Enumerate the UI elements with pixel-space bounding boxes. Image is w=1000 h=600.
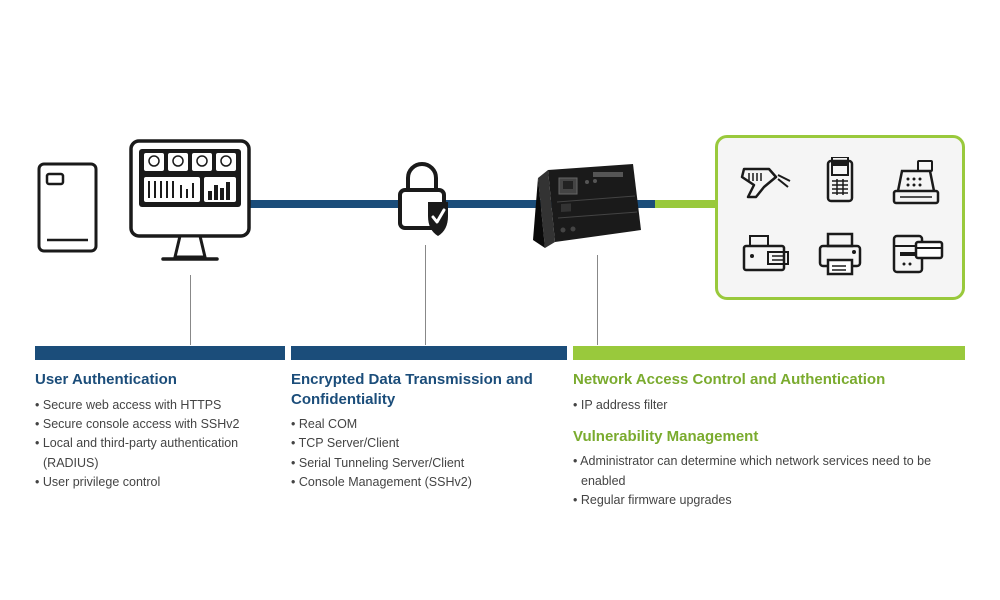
bullet: Secure web access with HTTPS [35,396,281,415]
barcode-scanner-icon [730,150,798,214]
network-device-icon [533,160,643,250]
sections-bar [35,346,965,360]
bullet: Administrator can determine which networ… [573,452,965,491]
heading-encryption: Encrypted Data Transmission and Confiden… [291,370,563,409]
bullets-encryption: Real COM TCP Server/Client Serial Tunnel… [291,415,563,493]
heading-user-auth: User Authentication [35,370,281,390]
label-printer-icon [730,222,798,286]
text-columns: User Authentication Secure web access wi… [35,370,965,511]
bullet: User privilege control [35,473,281,492]
card-reader-icon [882,222,950,286]
cash-register-icon [882,150,950,214]
server-icon [35,160,100,255]
column-user-auth: User Authentication Secure web access wi… [35,370,291,511]
bullets-network-access: IP address filter [573,396,965,415]
diagram-area [35,135,965,315]
bullet: Local and third-party authentication (RA… [35,434,281,473]
bullet: Real COM [291,415,563,434]
lock-shield-icon [390,160,460,240]
pointer-line-1 [190,275,191,345]
column-network: Network Access Control and Authenticatio… [573,370,965,511]
bullet: TCP Server/Client [291,434,563,453]
pos-terminal-icon [806,150,874,214]
heading-network-access: Network Access Control and Authenticatio… [573,370,965,390]
pointer-line-2 [425,245,426,345]
pointer-line-3 [597,255,598,345]
peripherals-group [715,135,965,300]
column-encryption: Encrypted Data Transmission and Confiden… [291,370,573,511]
bullets-vulnerability: Administrator can determine which networ… [573,452,965,510]
bullet: Serial Tunneling Server/Client [291,454,563,473]
printer-icon [806,222,874,286]
bar-segment-3 [573,346,965,360]
heading-vulnerability: Vulnerability Management [573,427,965,447]
bar-segment-1 [35,346,285,360]
bullet: Secure console access with SSHv2 [35,415,281,434]
bullets-user-auth: Secure web access with HTTPS Secure cons… [35,396,281,493]
bullet: IP address filter [573,396,965,415]
bar-segment-2 [291,346,567,360]
bullet: Regular firmware upgrades [573,491,965,510]
bullet: Console Management (SSHv2) [291,473,563,492]
dashboard-monitor-icon [125,135,255,270]
